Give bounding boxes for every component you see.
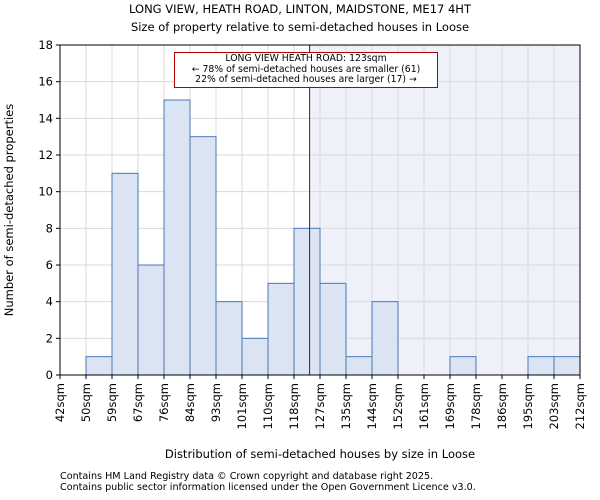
footer: Contains HM Land Registry data © Crown c…: [60, 471, 476, 493]
x-tick-label: 152sqm: [391, 383, 405, 429]
y-tick-label: 14: [38, 111, 53, 125]
x-tick-label: 195sqm: [521, 383, 535, 429]
x-tick-label: 186sqm: [495, 383, 509, 429]
histogram-bar: [319, 282, 347, 376]
footer-line-2: Contains public sector information licen…: [60, 481, 476, 493]
x-tick-label: 76sqm: [157, 383, 171, 422]
footer-line-1: Contains HM Land Registry data © Crown c…: [60, 471, 434, 482]
histogram-bar: [293, 227, 321, 376]
y-tick-label: 8: [46, 221, 53, 235]
y-tick-label: 4: [46, 295, 53, 309]
x-tick-label: 144sqm: [365, 383, 379, 429]
y-tick-label: 18: [38, 38, 53, 52]
histogram-bar: [189, 136, 217, 376]
x-tick-label: 110sqm: [261, 383, 275, 429]
x-tick-label: 42sqm: [53, 383, 67, 422]
histogram-bar: [371, 301, 399, 376]
y-tick-label: 6: [46, 258, 53, 272]
x-tick-label: 203sqm: [547, 383, 561, 429]
y-axis-label: Number of semi-detached properties: [2, 104, 16, 316]
histogram-bar: [527, 356, 555, 376]
histogram-bar: [553, 356, 581, 376]
histogram-bar: [267, 282, 295, 376]
x-tick-label: 178sqm: [469, 383, 483, 429]
annotation-line-1: LONG VIEW HEATH ROAD: 123sqm: [225, 53, 387, 64]
histogram-bar: [163, 99, 191, 376]
y-ticks-layer: 0 2 4 6 8 10 12 14 16 18: [38, 38, 60, 382]
x-tick-label: 212sqm: [573, 383, 587, 429]
x-tick-label: 118sqm: [287, 383, 301, 429]
y-tick-label: 16: [38, 75, 53, 89]
chart-subtitle: Size of property relative to semi-detach…: [131, 20, 469, 34]
histogram-bar: [85, 356, 113, 376]
chart-title: LONG VIEW, HEATH ROAD, LINTON, MAIDSTONE…: [129, 2, 472, 16]
x-tick-label: 169sqm: [443, 383, 457, 429]
x-tick-label: 135sqm: [339, 383, 353, 429]
histogram-bar: [449, 356, 477, 376]
histogram-bar: [241, 337, 269, 376]
x-tick-label: 59sqm: [105, 383, 119, 422]
histogram-bar: [137, 264, 165, 376]
annotation-line-3: 22% of semi-detached houses are larger (…: [195, 74, 417, 86]
y-tick-label: 10: [38, 185, 53, 199]
x-tick-label: 67sqm: [131, 383, 145, 422]
y-tick-label: 2: [46, 331, 53, 345]
x-tick-label: 127sqm: [313, 383, 327, 429]
y-tick-label: 12: [38, 148, 53, 162]
bars-layer: [85, 99, 581, 376]
histogram-bar: [345, 356, 373, 376]
x-tick-label: 93sqm: [209, 383, 223, 422]
x-tick-label: 101sqm: [235, 383, 249, 429]
annotation-box: LONG VIEW HEATH ROAD: 123sqm ← 78% of se…: [174, 52, 438, 88]
x-ticks-layer: 42sqm 50sqm 59sqm 67sqm 76sqm 84sqm 93sqm 101sq…: [53, 375, 587, 429]
histogram-bar: [111, 172, 139, 376]
highlight-region: [309, 45, 580, 375]
x-tick-label: 161sqm: [417, 383, 431, 429]
y-tick-label: 0: [46, 368, 53, 382]
x-tick-label: 84sqm: [183, 383, 197, 422]
x-axis-label: Distribution of semi-detached houses by …: [165, 447, 475, 461]
annotation-line-2: ← 78% of semi-detached houses are smalle…: [191, 63, 421, 75]
histogram-bar: [215, 301, 243, 376]
x-tick-label: 50sqm: [79, 383, 93, 422]
